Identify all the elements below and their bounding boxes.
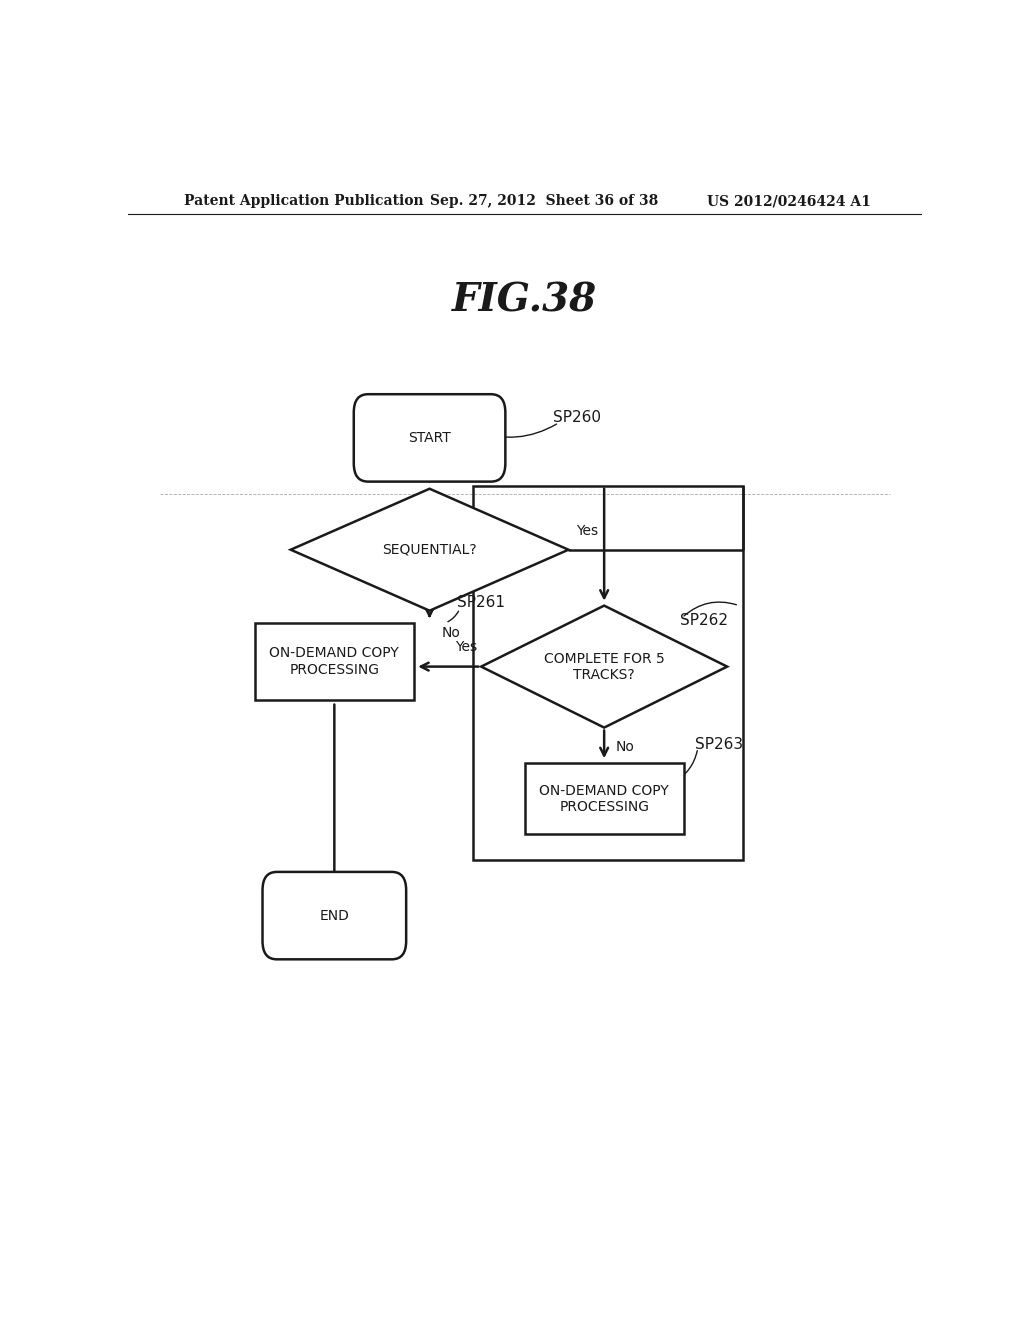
Text: END: END: [319, 908, 349, 923]
Text: ON-DEMAND COPY
PROCESSING: ON-DEMAND COPY PROCESSING: [269, 647, 399, 677]
Text: SEQUENTIAL?: SEQUENTIAL?: [382, 543, 477, 557]
FancyBboxPatch shape: [262, 873, 407, 960]
Bar: [473, 486, 743, 859]
Polygon shape: [481, 606, 727, 727]
Text: SP260: SP260: [553, 411, 600, 425]
Polygon shape: [291, 488, 568, 611]
Text: FIG.38: FIG.38: [453, 281, 597, 319]
Text: COMPLETE FOR 5
TRACKS?: COMPLETE FOR 5 TRACKS?: [544, 652, 665, 681]
Text: Yes: Yes: [455, 640, 477, 655]
Text: US 2012/0246424 A1: US 2012/0246424 A1: [708, 194, 871, 209]
Text: Patent Application Publication: Patent Application Publication: [183, 194, 423, 209]
Text: No: No: [441, 626, 461, 640]
FancyBboxPatch shape: [353, 395, 506, 482]
Text: Yes: Yes: [577, 524, 598, 537]
Text: No: No: [616, 739, 635, 754]
Bar: [255, 623, 414, 700]
Bar: [524, 763, 684, 834]
Text: SP262: SP262: [680, 614, 727, 628]
Text: SP261: SP261: [458, 595, 506, 610]
Text: ON-DEMAND COPY
PROCESSING: ON-DEMAND COPY PROCESSING: [540, 784, 669, 814]
Text: Sep. 27, 2012  Sheet 36 of 38: Sep. 27, 2012 Sheet 36 of 38: [430, 194, 657, 209]
Text: START: START: [409, 430, 451, 445]
Text: SP263: SP263: [695, 738, 743, 752]
